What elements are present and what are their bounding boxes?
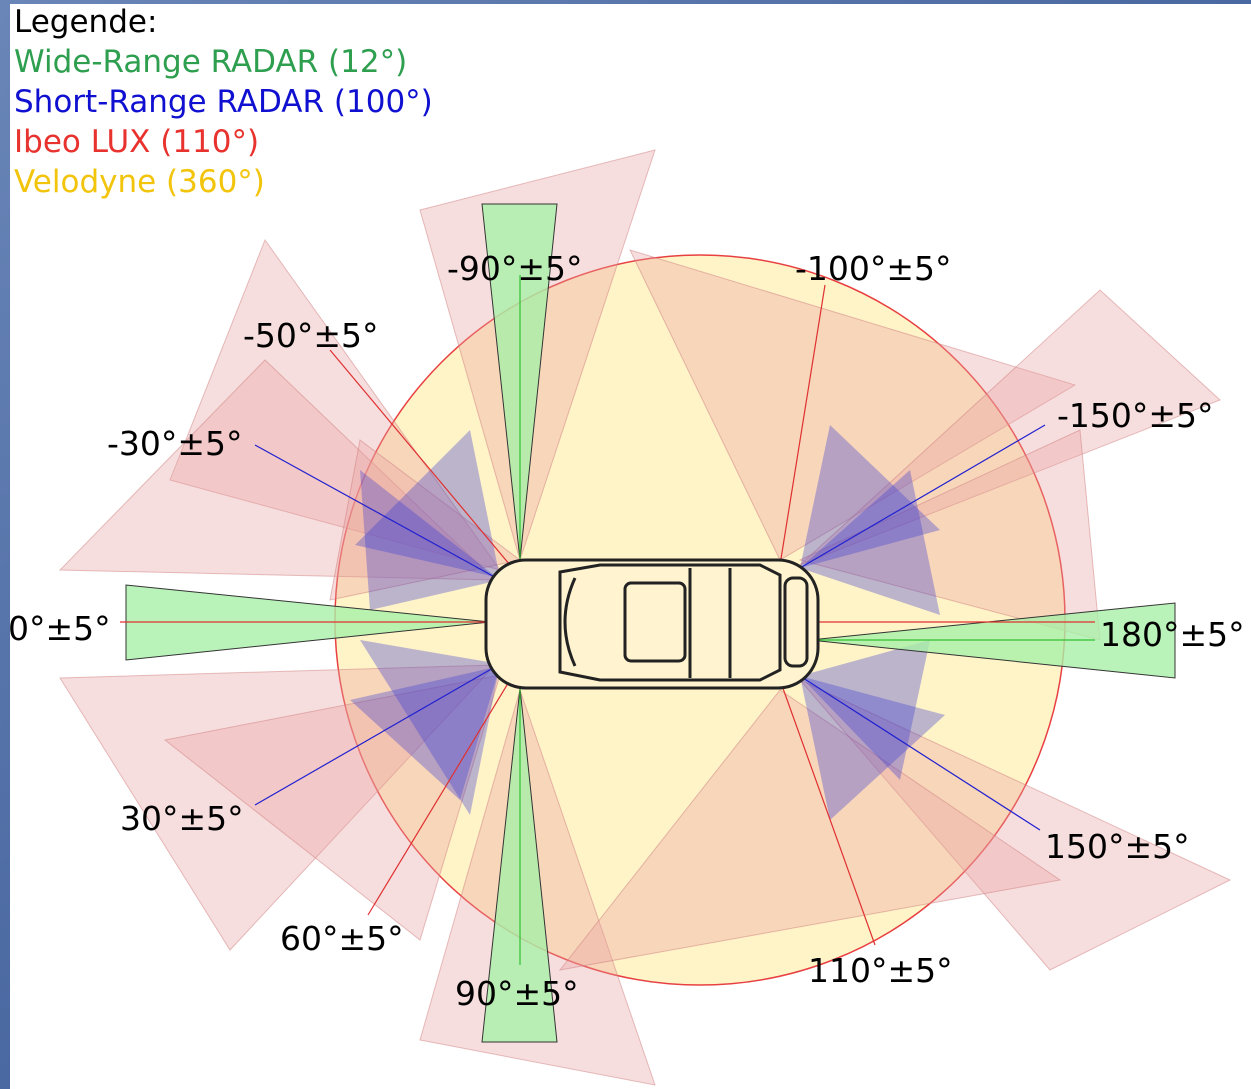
srr-field — [360, 470, 500, 610]
angle-label: 30°±5° — [120, 799, 244, 838]
pointer — [254, 444, 501, 581]
rear-window — [783, 576, 809, 668]
ibeo-field — [558, 689, 1062, 971]
pointer — [367, 679, 511, 916]
legend-item: Wide-Range RADAR (12°) — [14, 44, 407, 80]
angle-label: -150°±5° — [1057, 396, 1214, 435]
legend-item: Ibeo LUX (110°) — [14, 124, 259, 160]
legend-item: Short-Range RADAR (100°) — [14, 84, 433, 120]
car-body — [484, 558, 820, 690]
ibeo-field — [163, 674, 501, 941]
legend-title: Legende: — [14, 4, 157, 40]
pointer — [779, 284, 826, 566]
legend-item: Velodyne (360°) — [14, 164, 265, 200]
srr-field — [800, 425, 940, 568]
angle-label: 90°±5° — [455, 974, 579, 1013]
ibeo-field — [799, 679, 1232, 971]
car — [484, 558, 820, 690]
legend: Legende: Wide-Range RADAR (12°) Short-Ran… — [14, 4, 433, 200]
ibeo-field — [799, 289, 1221, 566]
srr-field — [800, 676, 945, 820]
srr-field — [800, 640, 930, 780]
ibeo-field — [798, 429, 1101, 641]
pointer — [799, 675, 1041, 831]
angle-labels: -90°±5° -100°±5° -50°±5° -30°±5° 0°±5° 3… — [8, 249, 1245, 1013]
ibeo-field — [59, 664, 497, 951]
ibeo-field — [169, 238, 502, 571]
ibeo-fields — [58, 149, 1232, 1086]
ibeo-field — [629, 249, 1077, 561]
pointer — [329, 349, 511, 566]
angle-label: -90°±5° — [447, 249, 583, 288]
angle-label: 180°±5° — [1100, 615, 1245, 654]
angle-label: -50°±5° — [243, 316, 379, 355]
srr-field — [350, 666, 500, 800]
pointer — [779, 679, 876, 946]
pointer-lines — [120, 275, 1095, 965]
srr-field — [355, 430, 500, 578]
angle-label: 60°±5° — [280, 919, 404, 958]
angle-label: -100°±5° — [795, 249, 952, 288]
ibeo-field — [329, 439, 522, 601]
angle-label: -30°±5° — [107, 424, 243, 463]
sunroof — [623, 581, 687, 663]
ibeo-field — [58, 359, 497, 581]
angle-label: 0°±5° — [8, 609, 111, 648]
car-roof — [558, 563, 782, 682]
pointer — [254, 663, 501, 806]
angle-label: 110°±5° — [808, 951, 953, 990]
angle-label: 150°±5° — [1045, 827, 1190, 866]
windshield — [563, 577, 577, 667]
pointer — [799, 424, 1046, 569]
